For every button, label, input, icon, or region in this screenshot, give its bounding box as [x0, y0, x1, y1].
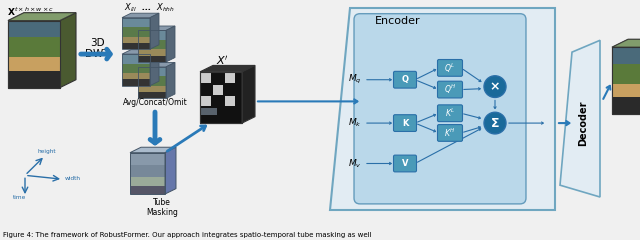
Polygon shape — [122, 50, 159, 54]
Polygon shape — [138, 92, 166, 98]
FancyBboxPatch shape — [438, 81, 463, 98]
Polygon shape — [213, 85, 223, 95]
Text: DWT: DWT — [84, 49, 109, 59]
Polygon shape — [242, 66, 255, 123]
Polygon shape — [130, 178, 165, 186]
Polygon shape — [138, 49, 166, 56]
Text: width: width — [65, 176, 81, 181]
Polygon shape — [138, 67, 166, 76]
Polygon shape — [201, 85, 211, 95]
Polygon shape — [122, 54, 150, 64]
Polygon shape — [138, 62, 175, 67]
Polygon shape — [60, 13, 76, 88]
Polygon shape — [150, 50, 159, 86]
Polygon shape — [122, 13, 159, 18]
Text: ×: × — [490, 80, 500, 93]
Text: $M_q$: $M_q$ — [348, 73, 362, 86]
Polygon shape — [166, 62, 175, 98]
Polygon shape — [122, 79, 150, 86]
Polygon shape — [8, 71, 60, 88]
Polygon shape — [225, 85, 235, 95]
Polygon shape — [130, 147, 176, 153]
Text: time: time — [13, 195, 26, 200]
Text: $K^L$: $K^L$ — [445, 107, 455, 120]
Polygon shape — [201, 73, 211, 83]
Polygon shape — [138, 56, 166, 62]
Polygon shape — [122, 43, 150, 49]
FancyBboxPatch shape — [354, 14, 526, 204]
Polygon shape — [612, 39, 640, 47]
Polygon shape — [560, 40, 600, 197]
Text: $M_k$: $M_k$ — [348, 117, 362, 129]
Polygon shape — [213, 96, 223, 106]
Text: 3D: 3D — [90, 38, 104, 48]
Text: $\mathbf{X}^{t \times h \times w \times c}$: $\mathbf{X}^{t \times h \times w \times … — [7, 5, 54, 18]
Polygon shape — [8, 13, 76, 21]
Text: Tube: Tube — [153, 198, 171, 207]
Text: $Q^H$: $Q^H$ — [444, 83, 456, 96]
Text: Decoder: Decoder — [578, 101, 588, 146]
Polygon shape — [138, 30, 166, 40]
Text: $X_{lll}$  ...  $X_{hhh}$: $X_{lll}$ ... $X_{hhh}$ — [124, 2, 175, 14]
Polygon shape — [8, 37, 60, 57]
FancyBboxPatch shape — [438, 105, 463, 122]
Polygon shape — [122, 18, 150, 27]
FancyBboxPatch shape — [438, 60, 463, 76]
Text: Q: Q — [401, 75, 408, 84]
Polygon shape — [612, 84, 640, 97]
Text: Masking: Masking — [146, 208, 178, 217]
Polygon shape — [130, 165, 165, 178]
Text: height: height — [38, 149, 56, 154]
Text: $X'$: $X'$ — [216, 54, 228, 67]
Text: Encoder: Encoder — [375, 16, 420, 25]
Polygon shape — [201, 96, 211, 106]
Polygon shape — [122, 73, 150, 79]
Polygon shape — [200, 66, 255, 72]
Text: $M_v$: $M_v$ — [348, 157, 362, 170]
Polygon shape — [8, 13, 76, 21]
Polygon shape — [165, 147, 176, 194]
FancyBboxPatch shape — [394, 115, 417, 132]
Polygon shape — [612, 47, 640, 64]
Text: K: K — [402, 119, 408, 128]
Circle shape — [484, 112, 506, 134]
Polygon shape — [8, 57, 60, 71]
Circle shape — [484, 76, 506, 97]
Text: Avg/Concat/Omit: Avg/Concat/Omit — [123, 98, 188, 107]
Text: Σ: Σ — [491, 117, 499, 130]
Polygon shape — [225, 96, 235, 106]
Polygon shape — [8, 21, 60, 37]
Polygon shape — [138, 76, 166, 86]
Polygon shape — [122, 27, 150, 36]
Polygon shape — [612, 39, 640, 47]
Polygon shape — [612, 97, 640, 114]
Text: V: V — [402, 159, 408, 168]
Polygon shape — [130, 186, 165, 194]
Polygon shape — [130, 153, 165, 165]
Text: $K^H$: $K^H$ — [444, 127, 456, 139]
Polygon shape — [122, 64, 150, 73]
Polygon shape — [138, 86, 166, 92]
Polygon shape — [200, 72, 242, 123]
FancyBboxPatch shape — [394, 155, 417, 172]
Polygon shape — [122, 36, 150, 43]
Polygon shape — [150, 13, 159, 49]
Polygon shape — [138, 26, 175, 30]
Polygon shape — [138, 40, 166, 49]
Polygon shape — [225, 73, 235, 83]
Polygon shape — [8, 21, 60, 88]
Polygon shape — [330, 8, 555, 210]
Polygon shape — [612, 47, 640, 114]
Polygon shape — [612, 64, 640, 84]
FancyBboxPatch shape — [438, 125, 463, 141]
Polygon shape — [213, 73, 223, 83]
Polygon shape — [166, 26, 175, 62]
Text: $Q^L$: $Q^L$ — [444, 61, 456, 75]
Polygon shape — [200, 108, 217, 115]
Text: Figure 4: The framework of RobustFormer. Our approach integrates spatio-temporal: Figure 4: The framework of RobustFormer.… — [3, 233, 372, 239]
FancyBboxPatch shape — [394, 71, 417, 88]
